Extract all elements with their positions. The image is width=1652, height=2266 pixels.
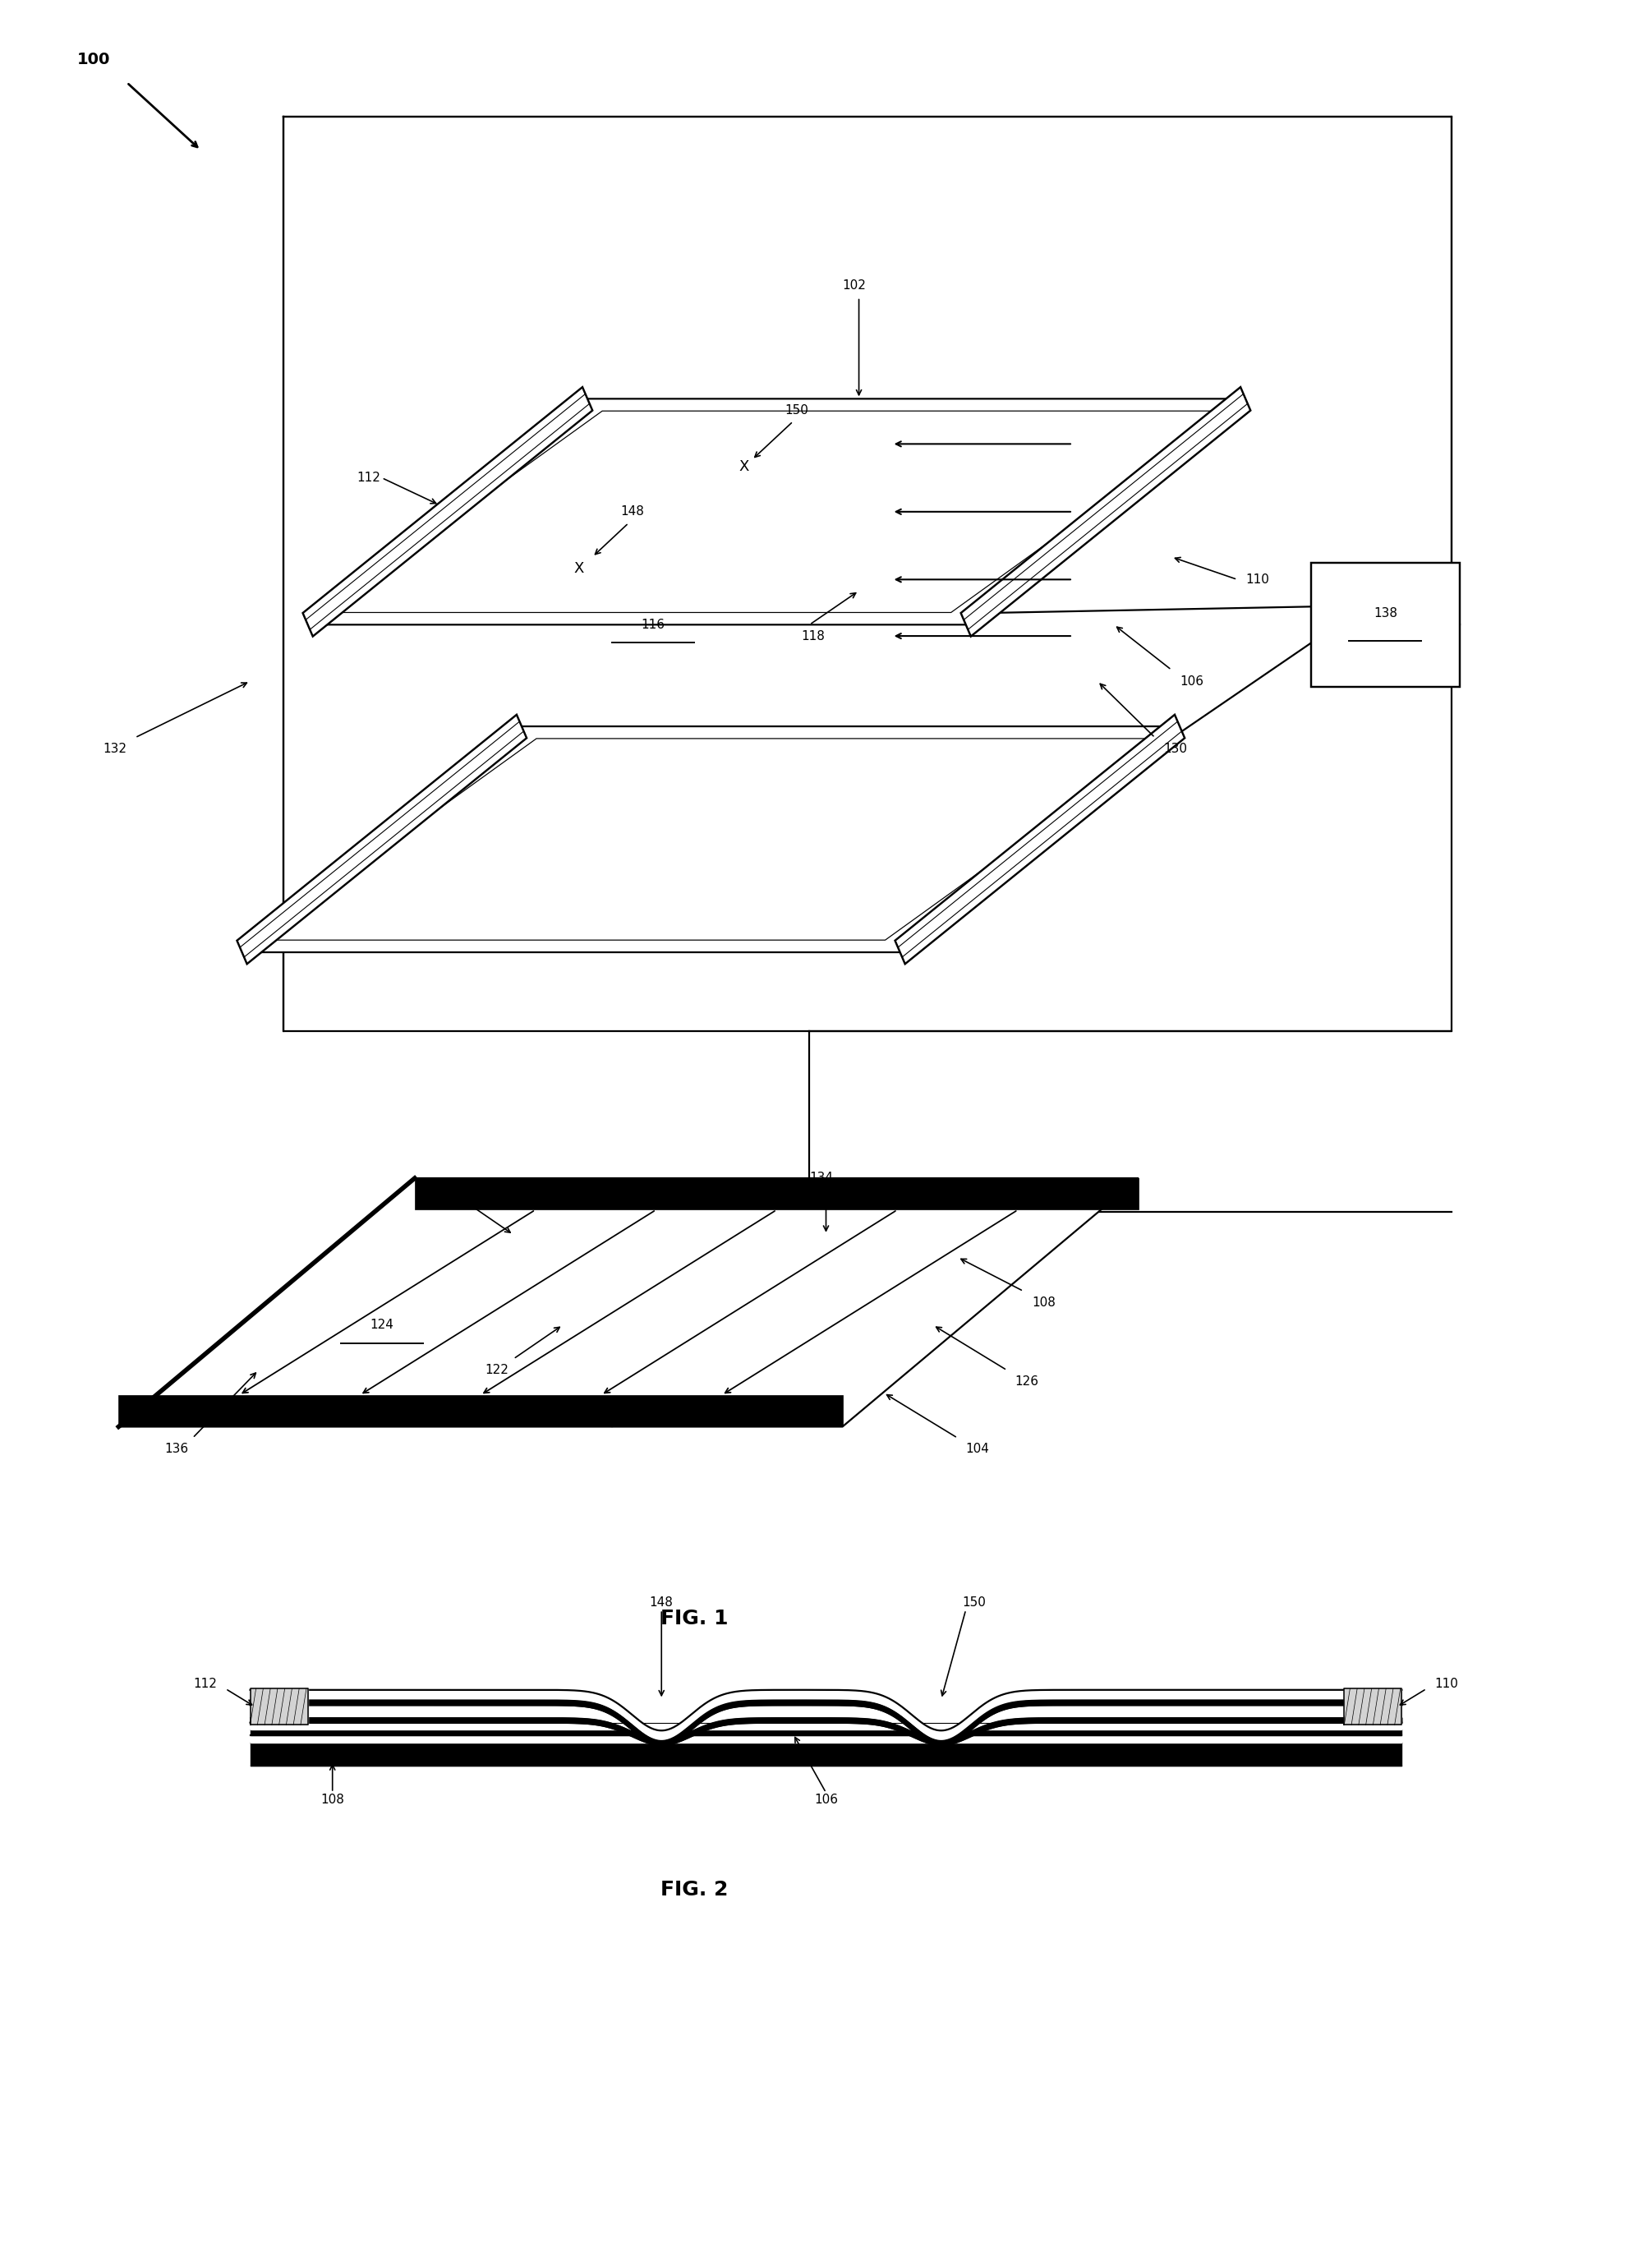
Text: 112: 112 — [357, 471, 382, 485]
Text: 104: 104 — [966, 1443, 990, 1455]
Text: 138: 138 — [1373, 607, 1398, 619]
Text: 112: 112 — [193, 1679, 218, 1690]
Polygon shape — [961, 387, 1251, 637]
Text: X: X — [575, 560, 585, 576]
Text: 110: 110 — [1434, 1679, 1459, 1690]
Polygon shape — [249, 1688, 307, 1724]
Polygon shape — [415, 1178, 1138, 1210]
Text: 116: 116 — [641, 619, 666, 630]
Text: 148: 148 — [649, 1598, 674, 1609]
Bar — [1312, 562, 1459, 687]
Text: 126: 126 — [1016, 1375, 1039, 1387]
Text: 134: 134 — [809, 1172, 833, 1185]
Text: X: X — [738, 460, 748, 474]
Text: FIG. 2: FIG. 2 — [661, 1881, 729, 1899]
Text: 120: 120 — [436, 1183, 459, 1196]
Text: 122: 122 — [486, 1364, 509, 1375]
Polygon shape — [895, 714, 1184, 963]
Text: 108: 108 — [1031, 1296, 1056, 1307]
Polygon shape — [249, 1736, 1403, 1743]
Text: 102: 102 — [843, 279, 866, 292]
Polygon shape — [119, 1396, 843, 1428]
Polygon shape — [249, 1729, 1403, 1736]
Text: 108: 108 — [320, 1792, 344, 1806]
Text: 136: 136 — [164, 1443, 188, 1455]
Text: 130: 130 — [1163, 743, 1188, 755]
Text: 106: 106 — [814, 1792, 838, 1806]
Text: 100: 100 — [78, 52, 111, 68]
Polygon shape — [119, 1178, 1138, 1428]
Polygon shape — [241, 727, 1180, 952]
Text: 110: 110 — [1246, 573, 1269, 585]
Polygon shape — [249, 1743, 1403, 1765]
Text: 118: 118 — [801, 630, 824, 641]
Text: 150: 150 — [961, 1598, 986, 1609]
Polygon shape — [302, 387, 593, 637]
Text: 148: 148 — [621, 505, 644, 519]
Text: 106: 106 — [1180, 675, 1204, 687]
Text: 150: 150 — [785, 403, 808, 417]
Text: FIG. 1: FIG. 1 — [661, 1609, 729, 1629]
Text: 132: 132 — [102, 743, 127, 755]
Polygon shape — [249, 1722, 1403, 1729]
Text: 124: 124 — [370, 1319, 393, 1330]
Polygon shape — [1345, 1688, 1403, 1724]
Polygon shape — [236, 714, 527, 963]
Polygon shape — [307, 399, 1246, 625]
